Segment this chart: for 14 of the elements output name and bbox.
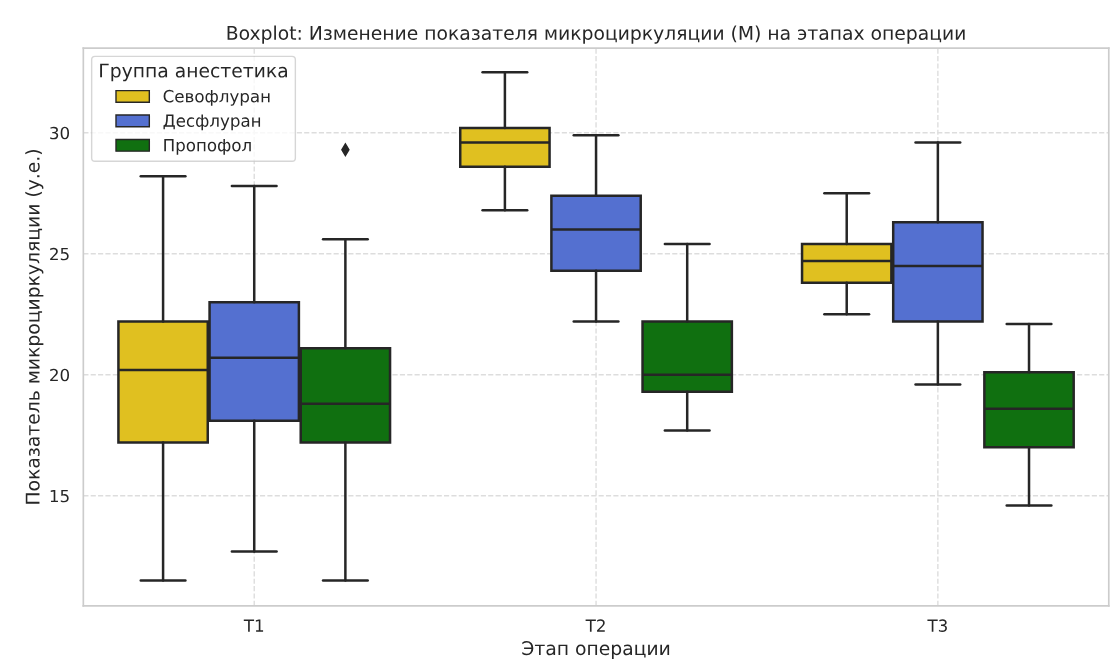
y-tick-label: 15 [50, 489, 69, 503]
chart-title: Boxplot: Изменение показателя микроциркуляции (M) на этапах операции [227, 25, 965, 44]
y-tick-label: 30 [50, 126, 70, 140]
legend-label: Пропофол [164, 139, 251, 155]
x-tick-label: T1 [243, 619, 264, 632]
x-tick-label: T3 [927, 619, 947, 632]
y-axis-title: Показатель микроциркуляции (у.е.) [25, 150, 44, 504]
legend-label: Десфлуран [163, 114, 261, 131]
y-tick-label: 25 [50, 247, 69, 261]
x-tick-label: T2 [585, 619, 605, 632]
y-tick-label: 20 [50, 368, 70, 382]
legend-label: Севофлуран [163, 89, 270, 106]
legend-title: Группа анестетика [100, 63, 287, 82]
x-axis-title: Этап операции [522, 641, 670, 659]
